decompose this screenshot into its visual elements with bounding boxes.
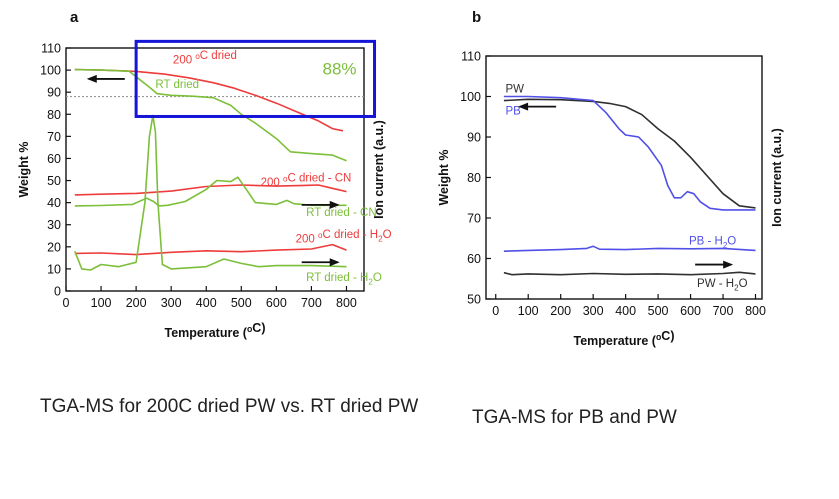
y-tick-label: 80	[47, 108, 61, 122]
y-tick-label: 80	[467, 171, 481, 185]
y-tick-label: 60	[467, 252, 481, 266]
chart-panel-b: b 50 60 70 80 90 100 110 0 100 200 300 400 500 600 700 8…	[437, 9, 784, 348]
series-label-pb-h2o: PB - H2O	[689, 235, 736, 249]
y-tick-label: 60	[47, 152, 61, 166]
series-label-200-c-dried-h2o: 200 oC dried - H2O	[296, 229, 392, 246]
arrow-head-1	[329, 200, 340, 209]
series-label-rt-dried-cn: RT dried - CN	[306, 207, 377, 219]
y-tick-label: 100	[40, 64, 61, 78]
y-tick-label: 70	[467, 212, 481, 226]
x-tick-label: 500	[231, 296, 252, 310]
arrow-head-0	[86, 74, 97, 83]
caption-panel-b: TGA-MS for PB and PW	[472, 407, 677, 428]
series-line-pb	[503, 95, 756, 211]
y-axis-label-right: Ion current (a.u.)	[770, 128, 784, 227]
series-label-pw-h2o: PW - H2O	[697, 278, 748, 292]
y-tick-label: 110	[41, 42, 61, 56]
y-tick-label: 40	[47, 196, 61, 210]
x-tick-label: 0	[63, 296, 70, 310]
series-label-pw: PW	[505, 83, 524, 95]
y-tick-label: 110	[461, 50, 481, 64]
plot-frame	[65, 47, 365, 292]
series-label-200-c-dried-cn: 200 oC dried - CN	[261, 172, 352, 189]
arrow-head-2	[329, 258, 340, 267]
series-line-rt-dried	[74, 68, 347, 162]
series-label-rt-dried: RT dried	[155, 79, 199, 91]
series-line-pw	[503, 98, 756, 209]
x-axis-label: Temperature (oC)	[165, 321, 266, 340]
highlight-box	[134, 39, 377, 118]
series-line-200-c-dried-h2o	[74, 243, 347, 256]
series-label-pb: PB	[505, 106, 521, 118]
series-label-200-c-dried: 200 oC dried	[173, 50, 237, 67]
y-axis-label: Weight %	[17, 141, 31, 197]
x-axis-label: Temperature (oC)	[574, 329, 675, 348]
y-tick-label: 10	[47, 262, 61, 276]
x-tick-label: 400	[615, 304, 636, 318]
highlight-percent: 88%	[322, 59, 356, 78]
x-tick-label: 700	[713, 304, 734, 318]
x-tick-label: 200	[126, 296, 147, 310]
y-tick-label: 50	[47, 174, 61, 188]
x-tick-label: 200	[550, 304, 571, 318]
series-line-200-c-dried-cn	[74, 184, 347, 196]
x-tick-label: 700	[301, 296, 322, 310]
chart-panel-a: a 0 10 20 30 40 50 60 70 80 90 100 110 0 100 200 300 400 5…	[17, 9, 392, 340]
panel-letter-a: a	[70, 9, 79, 26]
y-tick-label: 0	[54, 285, 61, 299]
x-tick-label: 100	[518, 304, 539, 318]
x-tick-label: 800	[745, 304, 766, 318]
x-tick-label: 400	[196, 296, 217, 310]
y-axis-label-right: Ion current (a.u.)	[372, 120, 386, 219]
x-tick-label: 0	[492, 304, 499, 318]
y-tick-label: 20	[47, 240, 61, 254]
y-axis-label: Weight %	[437, 149, 451, 205]
series-line-pb-h2o	[503, 245, 756, 252]
x-tick-label: 600	[266, 296, 287, 310]
arrow-head-1	[723, 260, 734, 269]
y-tick-label: 30	[47, 218, 61, 232]
panel-letter-b: b	[472, 9, 481, 26]
y-tick-label: 90	[467, 131, 481, 145]
series-line-rt-dried-h2o	[74, 114, 347, 271]
caption-panel-a: TGA-MS for 200C dried PW vs. RT dried PW	[40, 396, 419, 417]
x-tick-label: 300	[161, 296, 182, 310]
figure-svg: a 0 10 20 30 40 50 60 70 80 90 100 110 0 100 200 300 400 5…	[17, 9, 784, 348]
series-line-rt-dried-cn	[74, 176, 347, 207]
y-tick-label: 50	[467, 293, 481, 307]
y-tick-label: 90	[47, 86, 61, 100]
x-tick-label: 600	[680, 304, 701, 318]
y-tick-label: 70	[47, 130, 61, 144]
arrow-head-0	[518, 102, 529, 111]
x-tick-label: 500	[648, 304, 669, 318]
series-label-rt-dried-h2o: RT dried - H2O	[306, 272, 382, 286]
x-tick-label: 300	[583, 304, 604, 318]
plot-frame	[485, 55, 763, 300]
y-tick-label: 100	[460, 90, 481, 104]
x-tick-label: 800	[336, 296, 357, 310]
x-tick-label: 100	[91, 296, 112, 310]
series-line-pw-h2o	[503, 271, 756, 276]
